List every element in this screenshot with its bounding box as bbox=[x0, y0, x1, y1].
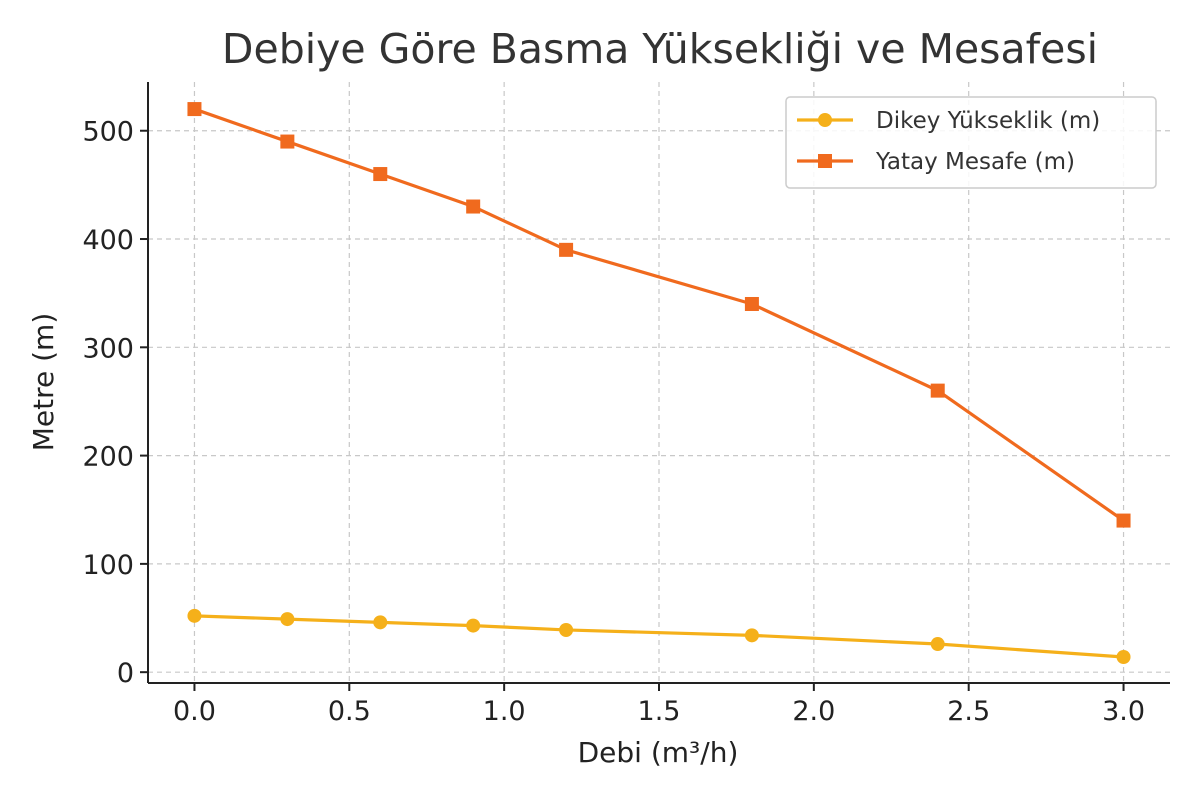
chart-title: Debiye Göre Basma Yüksekliği ve Mesafesi bbox=[222, 25, 1098, 73]
data-point bbox=[559, 622, 574, 637]
data-point bbox=[466, 618, 481, 633]
x-tick-label: 2.0 bbox=[792, 696, 835, 727]
data-point bbox=[373, 615, 388, 630]
data-point bbox=[373, 167, 388, 182]
data-point bbox=[930, 637, 945, 652]
legend-marker bbox=[818, 113, 832, 127]
x-tick-label: 0.0 bbox=[173, 696, 216, 727]
series-2 bbox=[187, 102, 1131, 528]
legend-box bbox=[785, 96, 1157, 189]
ticks: 0.0 0.5 1.0 1.5 2.0 2.5 3.0 0 100 200 300 400 500 bbox=[82, 117, 1145, 727]
series bbox=[187, 102, 1131, 665]
legend-marker bbox=[818, 154, 832, 168]
x-tick-label: 1.0 bbox=[483, 696, 526, 727]
y-tick-label: 200 bbox=[82, 442, 134, 473]
data-point bbox=[466, 199, 481, 214]
y-tick-label: 500 bbox=[82, 117, 134, 148]
legend: Dikey Yükseklik (m) Yatay Mesafe (m) bbox=[785, 96, 1157, 189]
legend-label: Dikey Yükseklik (m) bbox=[876, 108, 1100, 134]
x-tick-label: 3.0 bbox=[1102, 696, 1145, 727]
series-line bbox=[193, 107, 1125, 522]
data-point bbox=[559, 242, 574, 257]
data-point bbox=[744, 628, 759, 643]
y-tick-label: 300 bbox=[82, 333, 134, 364]
x-tick-label: 1.5 bbox=[638, 696, 681, 727]
y-axis-label: Metre (m) bbox=[27, 313, 60, 452]
data-point bbox=[744, 296, 759, 311]
data-point bbox=[1116, 513, 1131, 528]
data-point bbox=[280, 612, 295, 627]
data-point bbox=[1116, 650, 1131, 665]
data-point bbox=[187, 608, 202, 623]
data-point bbox=[187, 102, 202, 117]
y-tick-label: 400 bbox=[82, 225, 134, 256]
x-tick-label: 0.5 bbox=[328, 696, 371, 727]
x-tick-label: 2.5 bbox=[947, 696, 990, 727]
data-point bbox=[930, 383, 945, 398]
y-tick-label: 100 bbox=[82, 550, 134, 581]
data-point bbox=[280, 134, 295, 149]
legend-label: Yatay Mesafe (m) bbox=[875, 149, 1075, 175]
x-axis-label: Debi (m³/h) bbox=[578, 736, 739, 769]
series-line bbox=[194, 614, 1124, 659]
y-tick-label: 0 bbox=[117, 658, 134, 689]
series-1 bbox=[187, 608, 1131, 665]
